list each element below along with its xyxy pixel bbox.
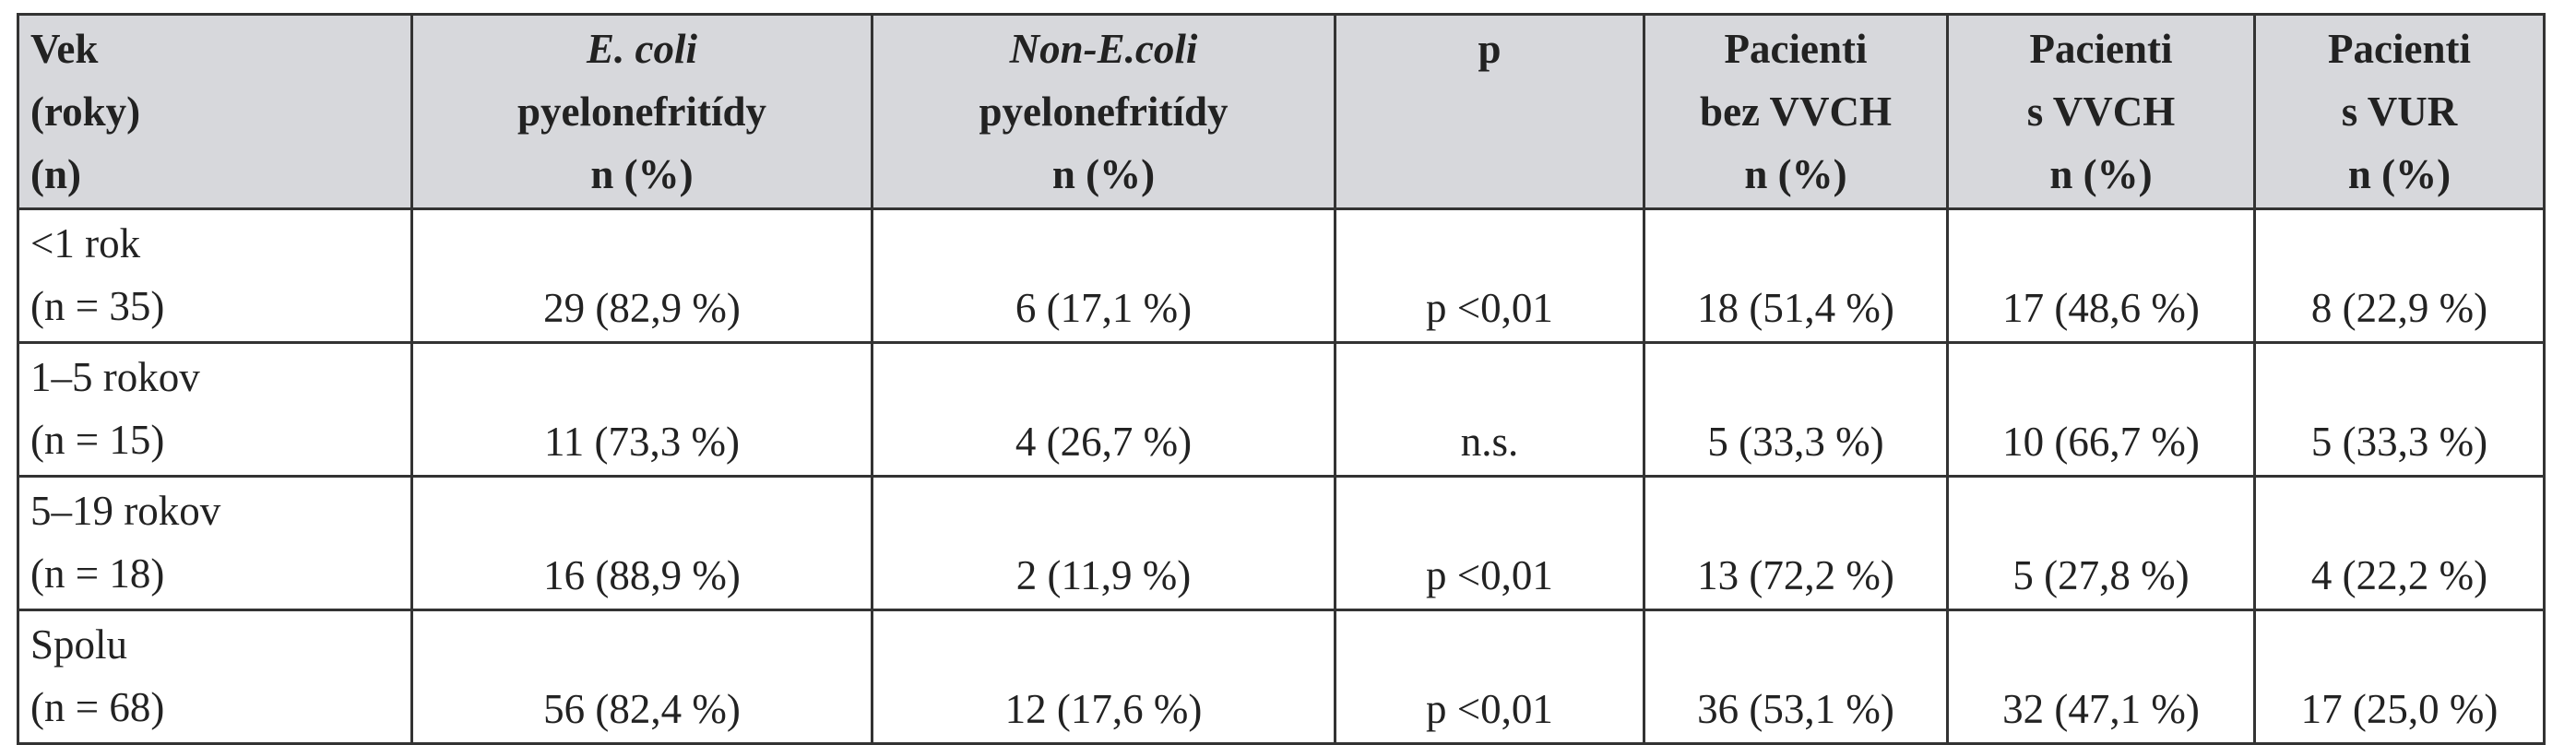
data-cell: p <0,01: [1334, 475, 1645, 611]
data-cell: 5 (27,8 %): [1946, 475, 2256, 611]
age-label: 1–5 rokov: [30, 354, 200, 400]
header-text: Pacienti: [2029, 26, 2173, 72]
header-text: s VVCH: [2026, 89, 2176, 135]
data-cell: 16 (88,9 %): [410, 475, 873, 611]
data-cell: 11 (73,3 %): [410, 341, 873, 478]
data-cell: 13 (72,2 %): [1643, 475, 1949, 611]
table-row: 5–19 rokov (n = 18) 16 (88,9 %) 2 (11,9 %) p…: [17, 475, 2546, 611]
data-cell: 17 (25,0 %): [2253, 609, 2546, 745]
header-cell: E. coli pyelonefritídy n (%): [410, 13, 873, 210]
header-cell: Pacienti bez VVCH n (%): [1643, 13, 1949, 210]
data-cell: n.s.: [1334, 341, 1645, 478]
header-text: n (%): [1051, 151, 1156, 197]
header-text: (roky): [30, 89, 141, 135]
count-label: (n = 18): [30, 550, 165, 597]
data-cell: 36 (53,1 %): [1643, 609, 1949, 745]
header-text: Vek: [30, 26, 99, 72]
header-text: n (%): [2049, 151, 2153, 197]
header-text: pyelonefritídy: [979, 89, 1229, 135]
count-label: (n = 68): [30, 684, 165, 730]
data-cell: 29 (82,9 %): [410, 207, 873, 344]
age-cell: Spolu (n = 68): [17, 609, 413, 745]
table-row: 1–5 rokov (n = 15) 11 (73,3 %) 4 (26,7 %) n.…: [17, 341, 2546, 478]
data-cell: 12 (17,6 %): [871, 609, 1336, 745]
header-text: s VUR: [2341, 89, 2458, 135]
data-cell: p <0,01: [1334, 609, 1645, 745]
table-row: Spolu (n = 68) 56 (82,4 %) 12 (17,6 %) p <0,…: [17, 609, 2546, 745]
age-cell: 1–5 rokov (n = 15): [17, 341, 413, 478]
header-text: n (%): [590, 151, 694, 197]
header-text: E. coli: [587, 26, 697, 72]
header-text: n (%): [1744, 151, 1847, 197]
header-cell: Non-E.coli pyelonefritídy n (%): [871, 13, 1336, 210]
data-cell: 17 (48,6 %): [1946, 207, 2256, 344]
header-text: Pacienti: [1724, 26, 1868, 72]
header-text: bez VVCH: [1700, 89, 1892, 135]
data-cell: 10 (66,7 %): [1946, 341, 2256, 478]
header-row: Vek (roky) (n) E. coli pyelonefritídy n (%) No…: [17, 13, 2546, 210]
header-cell: Pacienti s VUR n (%): [2253, 13, 2546, 210]
data-cell: 4 (26,7 %): [871, 341, 1336, 478]
header-cell: Vek (roky) (n): [17, 13, 413, 210]
age-label: 5–19 rokov: [30, 488, 221, 534]
age-label: <1 rok: [30, 220, 141, 266]
header-text: (n): [30, 151, 81, 197]
data-cell: 18 (51,4 %): [1643, 207, 1949, 344]
table-row: <1 rok (n = 35) 29 (82,9 %) 6 (17,1 %) p <0,…: [17, 207, 2546, 344]
header-text: Pacienti: [2328, 26, 2471, 72]
header-text: p: [1478, 26, 1502, 72]
data-cell: 2 (11,9 %): [871, 475, 1336, 611]
header-cell: p: [1334, 13, 1645, 210]
data-cell: p <0,01: [1334, 207, 1645, 344]
count-label: (n = 15): [30, 417, 165, 463]
data-cell: 8 (22,9 %): [2253, 207, 2546, 344]
age-cell: 5–19 rokov (n = 18): [17, 475, 413, 611]
header-text: n (%): [2347, 151, 2451, 197]
header-text: Non-E.coli: [1009, 26, 1198, 72]
data-cell: 56 (82,4 %): [410, 609, 873, 745]
data-cell: 5 (33,3 %): [2253, 341, 2546, 478]
header-cell: Pacienti s VVCH n (%): [1946, 13, 2256, 210]
data-cell: 32 (47,1 %): [1946, 609, 2256, 745]
header-text: pyelonefritídy: [517, 89, 766, 135]
count-label: (n = 35): [30, 283, 165, 329]
data-table: Vek (roky) (n) E. coli pyelonefritídy n (%) No…: [17, 13, 2546, 745]
data-cell: 5 (33,3 %): [1643, 341, 1949, 478]
age-cell: <1 rok (n = 35): [17, 207, 413, 344]
data-cell: 6 (17,1 %): [871, 207, 1336, 344]
age-label: Spolu: [30, 621, 128, 668]
table-body: <1 rok (n = 35) 29 (82,9 %) 6 (17,1 %) p <0,…: [17, 207, 2546, 745]
data-cell: 4 (22,2 %): [2253, 475, 2546, 611]
